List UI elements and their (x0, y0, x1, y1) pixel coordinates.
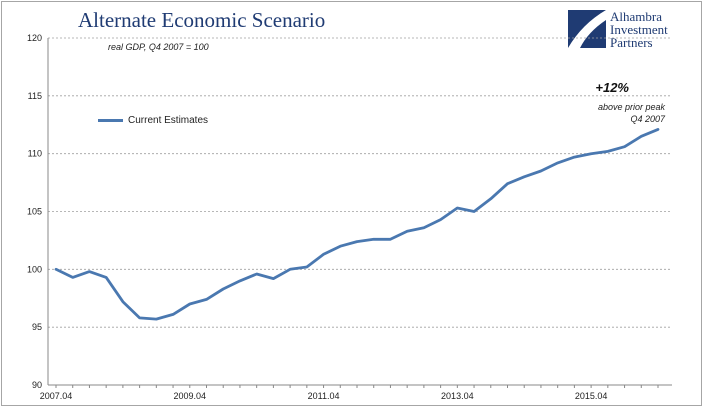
brand-logo: Alhambra Investment Partners (568, 10, 668, 49)
y-tick-label: 115 (28, 91, 42, 101)
y-tick-label: 95 (32, 322, 42, 332)
legend-label: Current Estimates (128, 115, 209, 126)
x-tick-label: 2009.04 (174, 391, 207, 401)
x-tick-label: 2015.04 (575, 391, 608, 401)
chart-subtitle: real GDP, Q4 2007 = 100 (108, 42, 209, 52)
alhambra-logo-icon (568, 10, 606, 48)
brand-line-1: Alhambra (610, 9, 662, 24)
x-tick-label: 2013.04 (441, 391, 474, 401)
y-tick-label: 105 (27, 207, 42, 217)
y-tick-label: 100 (27, 264, 42, 274)
y-tick-label: 110 (28, 149, 42, 159)
axes (47, 38, 672, 388)
brand-line-2: Investment (610, 22, 668, 37)
brand-line-3: Partners (610, 35, 653, 50)
series-group (54, 127, 660, 321)
y-tick-labels: 90 95 100 105 110 115 120 (27, 33, 42, 390)
x-tick-labels: 2007.04 2009.04 2011.04 2013.04 2015.04 (40, 391, 608, 401)
annotation-line-1: above prior peak (597, 102, 665, 112)
legend: Current Estimates (98, 115, 208, 126)
y-tick-label: 90 (32, 380, 42, 390)
annotation-line-2: Q4 2007 (630, 114, 665, 124)
y-tick-label: 120 (27, 33, 42, 43)
annotation-percent: +12% (595, 80, 629, 95)
x-tick-label: 2007.04 (40, 391, 73, 401)
chart-title: Alternate Economic Scenario (78, 8, 326, 32)
legend-swatch (98, 119, 123, 122)
annotation-caption: above prior peak Q4 2007 (525, 101, 665, 125)
brand-name: Alhambra Investment Partners (610, 10, 668, 49)
x-tick-label: 2011.04 (308, 391, 340, 401)
gridlines (48, 37, 672, 328)
series-line-current-estimates (54, 127, 660, 321)
